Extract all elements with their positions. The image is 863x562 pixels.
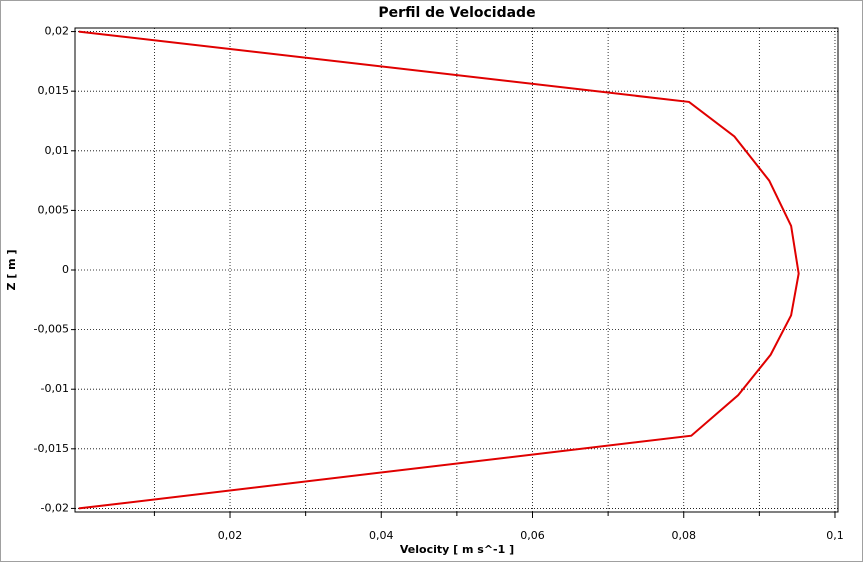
x-tick-label: 0,04 [369, 529, 394, 542]
data-line [78, 30, 800, 510]
y-tick-label: 0,005 [38, 203, 70, 216]
y-tick-label: -0,01 [41, 382, 69, 395]
x-axis-label: Velocity [ m s^-1 ] [400, 543, 514, 556]
x-tick-label: 0,1 [826, 529, 844, 542]
y-tick-label: 0,015 [38, 84, 70, 97]
x-tick-label: 0,08 [671, 529, 696, 542]
y-tick-label: -0,015 [34, 442, 69, 455]
plot-frame [74, 27, 839, 513]
y-tick-label: 0,01 [45, 144, 70, 157]
chart-title: Perfil de Velocidade [378, 5, 535, 21]
x-tick-label: 0,02 [218, 529, 243, 542]
y-tick-label: -0,005 [34, 323, 69, 336]
y-tick-label: -0,02 [41, 501, 69, 514]
y-axis-label: Z [ m ] [5, 250, 18, 291]
x-tick-label: 0,06 [520, 529, 545, 542]
y-tick-label: 0 [62, 263, 69, 276]
y-tick-label: 0,02 [45, 25, 70, 38]
